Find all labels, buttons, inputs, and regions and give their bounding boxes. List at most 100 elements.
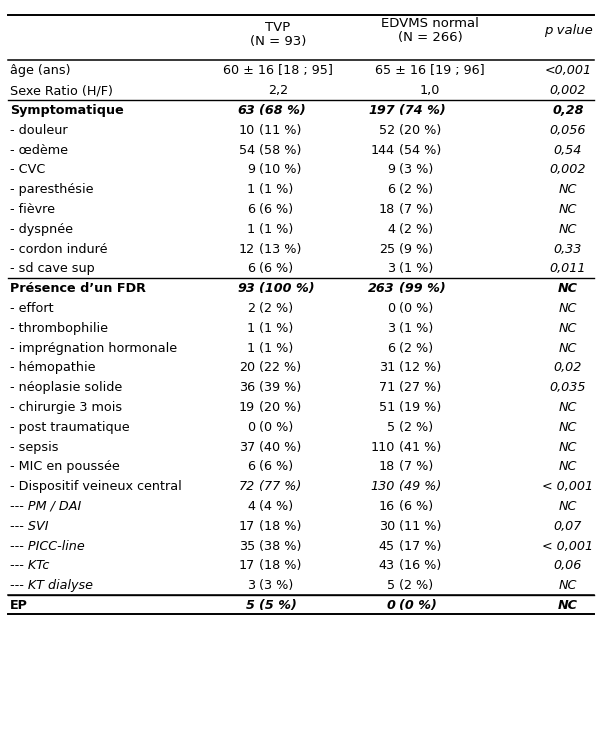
Text: 0,035: 0,035 [550,381,586,394]
Text: 10: 10 [239,124,255,137]
Text: EP: EP [10,599,28,612]
Text: NC: NC [558,599,578,612]
Text: (54 %): (54 %) [399,144,441,156]
Text: 43: 43 [379,559,395,572]
Text: 60 ± 16 [18 ; 95]: 60 ± 16 [18 ; 95] [223,64,333,77]
Text: 0: 0 [247,421,255,434]
Text: (38 %): (38 %) [259,539,302,553]
Text: (2 %): (2 %) [399,183,433,196]
Text: <0,001: <0,001 [544,64,592,77]
Text: (77 %): (77 %) [259,481,302,493]
Text: --- PICC-line: --- PICC-line [10,539,85,553]
Text: NC: NC [559,183,577,196]
Text: (18 %): (18 %) [259,559,302,572]
Text: (1 %): (1 %) [259,183,293,196]
Text: 72: 72 [239,481,255,493]
Text: (49 %): (49 %) [399,481,441,493]
Text: (68 %): (68 %) [259,104,306,117]
Text: 4: 4 [247,500,255,513]
Text: 18: 18 [379,203,395,216]
Text: - imprégnation hormonale: - imprégnation hormonale [10,342,177,355]
Text: 93: 93 [237,282,255,295]
Text: 5: 5 [387,579,395,592]
Text: 9: 9 [387,163,395,177]
Text: (13 %): (13 %) [259,243,302,256]
Text: (0 %): (0 %) [399,302,433,315]
Text: --- KT dialyse: --- KT dialyse [10,579,93,592]
Text: 0,07: 0,07 [554,520,582,533]
Text: 6: 6 [387,183,395,196]
Text: (2 %): (2 %) [399,223,433,235]
Text: 197: 197 [368,104,395,117]
Text: NC: NC [559,440,577,454]
Text: - fièvre: - fièvre [10,203,55,216]
Text: 17: 17 [239,520,255,533]
Text: - sd cave sup: - sd cave sup [10,262,95,276]
Text: (7 %): (7 %) [399,460,433,473]
Text: 35: 35 [239,539,255,553]
Text: - post traumatique: - post traumatique [10,421,129,434]
Text: (3 %): (3 %) [259,579,293,592]
Text: Présence d’un FDR: Présence d’un FDR [10,282,146,295]
Text: (11 %): (11 %) [399,520,441,533]
Text: 12: 12 [239,243,255,256]
Text: 9: 9 [247,163,255,177]
Text: 0,002: 0,002 [550,84,586,97]
Text: (6 %): (6 %) [259,203,293,216]
Text: NC: NC [559,322,577,335]
Text: 263: 263 [368,282,395,295]
Text: NC: NC [559,421,577,434]
Text: 0,002: 0,002 [550,163,586,177]
Text: 6: 6 [247,262,255,276]
Text: (3 %): (3 %) [399,163,433,177]
Text: 0,28: 0,28 [552,104,584,117]
Text: NC: NC [559,579,577,592]
Text: (1 %): (1 %) [259,342,293,355]
Text: 65 ± 16 [19 ; 96]: 65 ± 16 [19 ; 96] [375,64,485,77]
Text: 31: 31 [379,361,395,375]
Text: (7 %): (7 %) [399,203,433,216]
Text: (41 %): (41 %) [399,440,441,454]
Text: (2 %): (2 %) [399,342,433,355]
Text: 0,06: 0,06 [554,559,582,572]
Text: (58 %): (58 %) [259,144,302,156]
Text: - CVC: - CVC [10,163,45,177]
Text: 0: 0 [387,302,395,315]
Text: NC: NC [558,282,578,295]
Text: 52: 52 [379,124,395,137]
Text: (6 %): (6 %) [399,500,433,513]
Text: 1: 1 [247,342,255,355]
Text: (18 %): (18 %) [259,520,302,533]
Text: (16 %): (16 %) [399,559,441,572]
Text: 6: 6 [247,460,255,473]
Text: - thrombophilie: - thrombophilie [10,322,108,335]
Text: (6 %): (6 %) [259,262,293,276]
Text: (N = 266): (N = 266) [398,31,462,43]
Text: (74 %): (74 %) [399,104,445,117]
Text: (20 %): (20 %) [259,401,301,414]
Text: 54: 54 [239,144,255,156]
Text: (2 %): (2 %) [399,421,433,434]
Text: (1 %): (1 %) [399,322,433,335]
Text: 0: 0 [386,599,395,612]
Text: 144: 144 [371,144,395,156]
Text: 0,02: 0,02 [554,361,582,375]
Text: NC: NC [559,460,577,473]
Text: (2 %): (2 %) [259,302,293,315]
Text: (100 %): (100 %) [259,282,315,295]
Text: 51: 51 [379,401,395,414]
Text: (12 %): (12 %) [399,361,441,375]
Text: 45: 45 [379,539,395,553]
Text: (19 %): (19 %) [399,401,441,414]
Text: 1: 1 [247,223,255,235]
Text: âge (ans): âge (ans) [10,64,70,77]
Text: - sepsis: - sepsis [10,440,58,454]
Text: 0,011: 0,011 [550,262,586,276]
Text: (N = 93): (N = 93) [250,34,306,48]
Text: EDVMS normal: EDVMS normal [381,16,479,30]
Text: 2,2: 2,2 [268,84,288,97]
Text: NC: NC [559,500,577,513]
Text: Symptomatique: Symptomatique [10,104,124,117]
Text: < 0,001: < 0,001 [542,539,594,553]
Text: NC: NC [559,302,577,315]
